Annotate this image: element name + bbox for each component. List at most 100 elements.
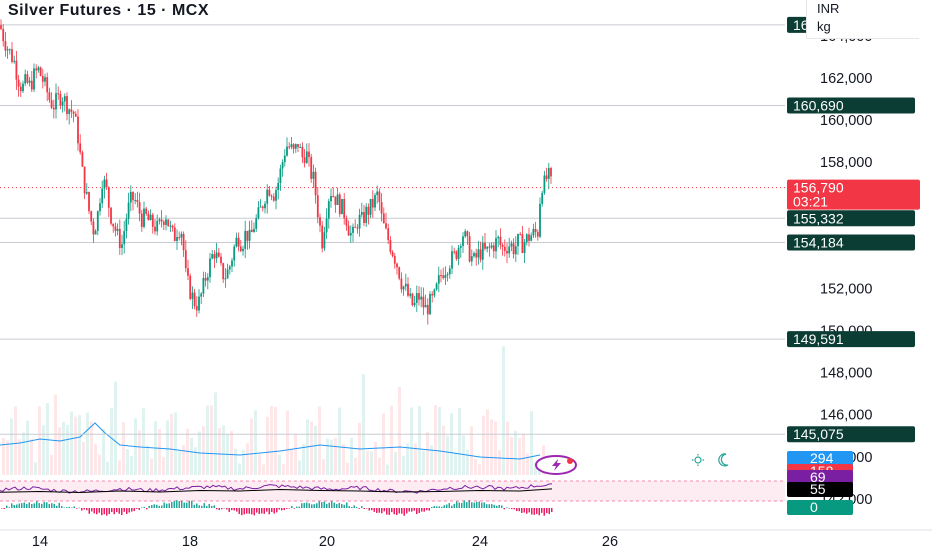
volume-bar bbox=[334, 437, 337, 475]
candle-body bbox=[279, 168, 282, 183]
candle-body bbox=[48, 92, 51, 101]
candle-body bbox=[400, 278, 403, 290]
candle-body bbox=[114, 226, 117, 231]
candle-body bbox=[283, 155, 286, 163]
volume-bar bbox=[110, 407, 113, 475]
candle-body bbox=[492, 245, 495, 252]
candle-body bbox=[484, 242, 486, 249]
histogram-bar bbox=[313, 504, 315, 508]
candle-body bbox=[264, 203, 266, 209]
histogram-bar bbox=[253, 508, 255, 516]
price-level-tag bbox=[787, 210, 915, 227]
candle-body bbox=[138, 202, 141, 214]
histogram-bar bbox=[131, 508, 133, 512]
histogram-bar bbox=[241, 508, 243, 516]
last-price-text: 156,790 bbox=[793, 180, 844, 196]
time-axis[interactable]: 14 18 20 24 26 bbox=[32, 534, 618, 550]
volume-bar bbox=[270, 405, 273, 475]
histogram-bar bbox=[128, 508, 130, 513]
candle-body bbox=[545, 175, 548, 179]
volume-bar bbox=[318, 406, 321, 475]
candle-body bbox=[396, 263, 398, 268]
candle-body bbox=[226, 269, 229, 279]
candle-body bbox=[37, 67, 40, 71]
candle-body bbox=[363, 212, 365, 223]
histogram-bar bbox=[296, 506, 298, 508]
candle-body bbox=[123, 231, 126, 245]
histogram-bar bbox=[108, 508, 110, 515]
volume-bar bbox=[222, 425, 225, 475]
candle-body bbox=[167, 219, 170, 227]
histogram-bar bbox=[271, 508, 273, 513]
candle-body bbox=[213, 254, 216, 259]
currency-label[interactable]: INR bbox=[817, 1, 840, 16]
histogram-bar bbox=[148, 505, 150, 508]
volume-bar bbox=[454, 452, 457, 475]
candle-body bbox=[70, 109, 73, 112]
histogram-bar bbox=[46, 502, 48, 508]
histogram-bar bbox=[96, 508, 98, 515]
histogram-bar bbox=[31, 503, 33, 508]
volume-bar bbox=[438, 406, 441, 475]
histogram-bar bbox=[328, 502, 330, 508]
histogram-bar bbox=[546, 508, 548, 514]
unit-label[interactable]: kg bbox=[817, 19, 831, 34]
candle-body bbox=[191, 292, 194, 299]
unit-selector[interactable]: INR kg bbox=[806, 0, 919, 39]
histogram-bar bbox=[146, 508, 148, 510]
candle-body bbox=[319, 217, 321, 226]
price-level-tag-text: 149,591 bbox=[793, 331, 844, 347]
volume-bar bbox=[6, 440, 9, 475]
candle-body bbox=[235, 237, 238, 247]
candle-body bbox=[314, 171, 317, 196]
volume-bar bbox=[386, 464, 389, 475]
price-level-tag bbox=[787, 331, 915, 348]
histogram-bar bbox=[428, 508, 430, 511]
candles-layer[interactable] bbox=[0, 19, 552, 325]
candle-body bbox=[387, 228, 390, 241]
volume-layer bbox=[0, 346, 545, 475]
candle-body bbox=[182, 233, 185, 251]
volume-bar bbox=[106, 461, 109, 475]
volume-bar bbox=[14, 406, 17, 475]
volume-bar bbox=[406, 443, 409, 475]
candle-body bbox=[233, 246, 236, 261]
volume-bar bbox=[278, 454, 281, 475]
candle-body bbox=[541, 192, 544, 204]
candle-body bbox=[261, 206, 264, 209]
histogram-bar bbox=[276, 508, 278, 513]
y-tick-label: 152,000 bbox=[820, 281, 872, 297]
candle-body bbox=[198, 296, 200, 311]
histogram-bar bbox=[48, 503, 50, 508]
volume-bar bbox=[162, 457, 165, 475]
histogram-bar bbox=[338, 502, 340, 508]
candle-body bbox=[134, 200, 137, 202]
histogram-bar bbox=[98, 508, 100, 513]
price-level-tag bbox=[787, 426, 915, 443]
bolt-circle-icon[interactable] bbox=[535, 455, 577, 475]
candle-body bbox=[413, 302, 416, 306]
histogram-bar bbox=[521, 508, 523, 513]
candle-body bbox=[404, 283, 407, 287]
candle-body bbox=[294, 144, 297, 149]
candle-body bbox=[547, 168, 550, 179]
histogram-bar bbox=[438, 506, 440, 508]
candle-body bbox=[15, 60, 18, 80]
histogram-bar bbox=[538, 508, 540, 516]
candle-body bbox=[543, 175, 546, 193]
histogram-bar bbox=[183, 502, 185, 508]
histogram-bar bbox=[38, 503, 40, 508]
histogram-bar bbox=[461, 502, 463, 508]
sun-moon-icon[interactable] bbox=[692, 453, 729, 467]
histogram-bar bbox=[333, 502, 335, 508]
histogram-bar bbox=[351, 507, 353, 508]
histogram-bar bbox=[291, 505, 293, 508]
histogram-bar bbox=[111, 508, 113, 513]
volume-bar bbox=[458, 407, 461, 475]
candle-body bbox=[125, 218, 128, 232]
candle-body bbox=[275, 190, 277, 201]
histogram-bar bbox=[73, 506, 75, 508]
candle-body bbox=[466, 231, 469, 237]
candle-body bbox=[503, 246, 506, 251]
